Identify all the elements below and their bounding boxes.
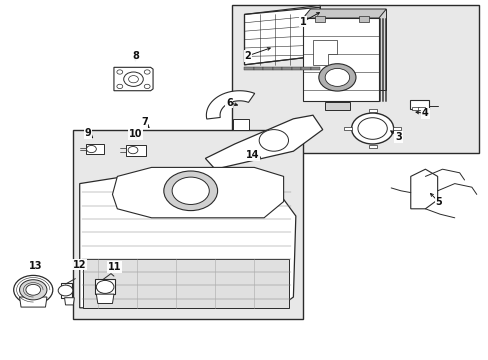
Polygon shape — [301, 67, 310, 70]
Circle shape — [163, 171, 217, 211]
Polygon shape — [80, 169, 295, 308]
Bar — [232, 5, 478, 153]
Text: 2: 2 — [244, 51, 251, 61]
Circle shape — [117, 84, 122, 89]
Polygon shape — [253, 67, 263, 70]
Text: 14: 14 — [245, 150, 259, 160]
Circle shape — [123, 72, 143, 86]
Bar — [359, 16, 368, 22]
Text: 9: 9 — [84, 128, 91, 138]
Polygon shape — [303, 18, 378, 101]
Circle shape — [128, 147, 138, 154]
Polygon shape — [325, 102, 349, 110]
Polygon shape — [205, 115, 322, 169]
Polygon shape — [244, 5, 320, 65]
Polygon shape — [310, 67, 320, 70]
Polygon shape — [303, 9, 386, 18]
Text: 13: 13 — [28, 261, 42, 271]
Circle shape — [117, 70, 122, 74]
Polygon shape — [83, 259, 288, 308]
Circle shape — [26, 284, 41, 295]
Polygon shape — [312, 40, 337, 65]
Bar — [411, 107, 418, 110]
Circle shape — [86, 145, 96, 153]
Text: 5: 5 — [435, 197, 442, 207]
Circle shape — [58, 285, 73, 296]
Circle shape — [259, 130, 288, 151]
Circle shape — [357, 118, 386, 139]
Polygon shape — [112, 167, 283, 218]
Polygon shape — [291, 67, 301, 70]
Text: 7: 7 — [141, 117, 147, 127]
Polygon shape — [244, 67, 253, 70]
Text: 1: 1 — [299, 17, 306, 27]
Polygon shape — [263, 67, 272, 70]
Polygon shape — [272, 67, 282, 70]
Bar — [315, 16, 325, 22]
Polygon shape — [282, 67, 291, 70]
Circle shape — [14, 275, 53, 304]
Circle shape — [325, 68, 349, 86]
Circle shape — [20, 280, 47, 300]
Circle shape — [172, 177, 209, 204]
Polygon shape — [20, 297, 47, 307]
Polygon shape — [410, 169, 437, 209]
Bar — [368, 145, 376, 148]
Bar — [368, 109, 376, 112]
Circle shape — [351, 113, 393, 144]
Bar — [85, 144, 104, 154]
Polygon shape — [61, 283, 72, 298]
Polygon shape — [206, 91, 254, 119]
Bar — [344, 127, 351, 130]
Circle shape — [96, 280, 114, 293]
Text: 11: 11 — [108, 262, 122, 272]
Bar — [73, 130, 303, 319]
Text: 10: 10 — [129, 129, 142, 139]
Text: 6: 6 — [225, 98, 232, 108]
Polygon shape — [95, 279, 115, 294]
Bar — [126, 145, 145, 156]
Circle shape — [144, 70, 150, 74]
Polygon shape — [310, 9, 386, 90]
Bar — [392, 127, 400, 130]
Polygon shape — [232, 119, 249, 130]
Text: 4: 4 — [421, 108, 428, 118]
Polygon shape — [114, 67, 153, 91]
Text: 3: 3 — [394, 132, 401, 142]
Circle shape — [318, 64, 355, 91]
Polygon shape — [64, 298, 74, 305]
Text: 8: 8 — [132, 51, 139, 61]
Circle shape — [128, 76, 138, 83]
Polygon shape — [96, 294, 114, 303]
Circle shape — [144, 84, 150, 89]
Bar — [409, 100, 428, 109]
Text: 12: 12 — [73, 260, 86, 270]
Bar — [417, 107, 425, 110]
